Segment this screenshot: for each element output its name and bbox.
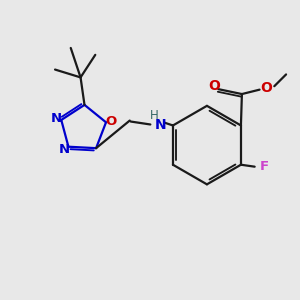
Text: H: H [150, 109, 159, 122]
Text: O: O [105, 115, 116, 128]
Text: O: O [260, 81, 272, 95]
Text: F: F [260, 160, 269, 173]
Text: N: N [50, 112, 62, 125]
Text: N: N [154, 118, 166, 133]
Text: N: N [59, 143, 70, 156]
Text: O: O [208, 79, 220, 93]
